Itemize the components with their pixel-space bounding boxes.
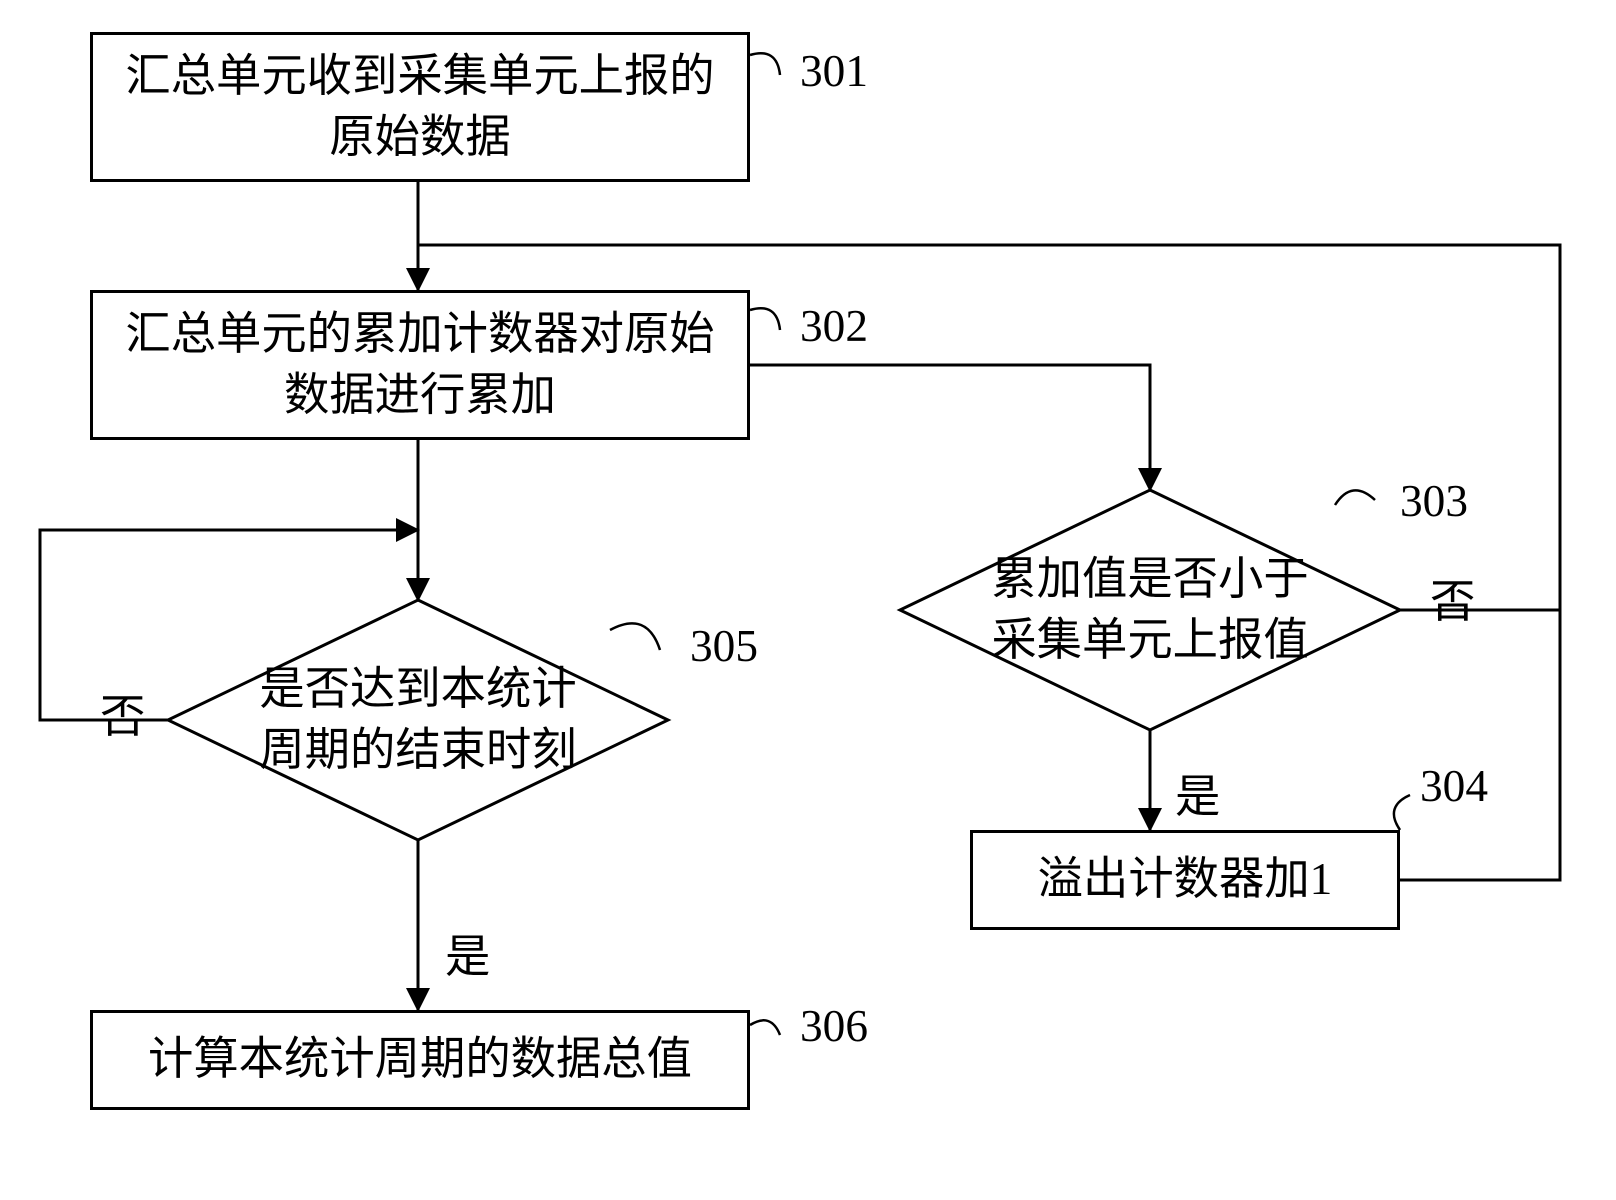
label-303: 303 [1400,475,1468,527]
label-305: 305 [690,620,758,672]
step-301-text-l1: 汇总单元收到采集单元上报的 [125,51,714,101]
leader-306 [750,1020,780,1035]
decision-305: 是否达到本统计 周期的结束时刻 [168,600,668,840]
branch-303-yes: 是 [1175,760,1220,826]
decision-303-text-l1: 累加值是否小于 [991,554,1308,604]
decision-303: 累加值是否小于 采集单元上报值 [900,490,1400,730]
branch-305-no: 否 [100,680,145,746]
step-304: 溢出计数器加1 [970,830,1400,930]
step-301: 汇总单元收到采集单元上报的 原始数据 [90,32,750,182]
leader-302 [750,308,780,330]
edge-302-303 [750,365,1150,490]
branch-303-no: 否 [1430,565,1475,631]
label-306: 306 [800,1000,868,1052]
leader-301 [750,53,780,75]
branch-305-yes: 是 [445,920,490,986]
step-302: 汇总单元的累加计数器对原始 数据进行累加 [90,290,750,440]
label-301: 301 [800,45,868,97]
step-302-text-l2: 数据进行累加 [284,370,556,420]
decision-305-text-l1: 是否达到本统计 [259,664,576,714]
step-306-text-l1: 计算本统计周期的数据总值 [148,1034,692,1084]
label-302: 302 [800,300,868,352]
label-304: 304 [1420,760,1488,812]
decision-305-text-l2: 周期的结束时刻 [259,725,576,775]
step-304-text-l1: 溢出计数器加1 [1038,854,1333,904]
leader-304 [1394,795,1410,830]
step-301-text-l2: 原始数据 [329,112,510,162]
decision-303-text-l2: 采集单元上报值 [991,615,1308,665]
step-306: 计算本统计周期的数据总值 [90,1010,750,1110]
step-302-text-l1: 汇总单元的累加计数器对原始 [125,309,714,359]
